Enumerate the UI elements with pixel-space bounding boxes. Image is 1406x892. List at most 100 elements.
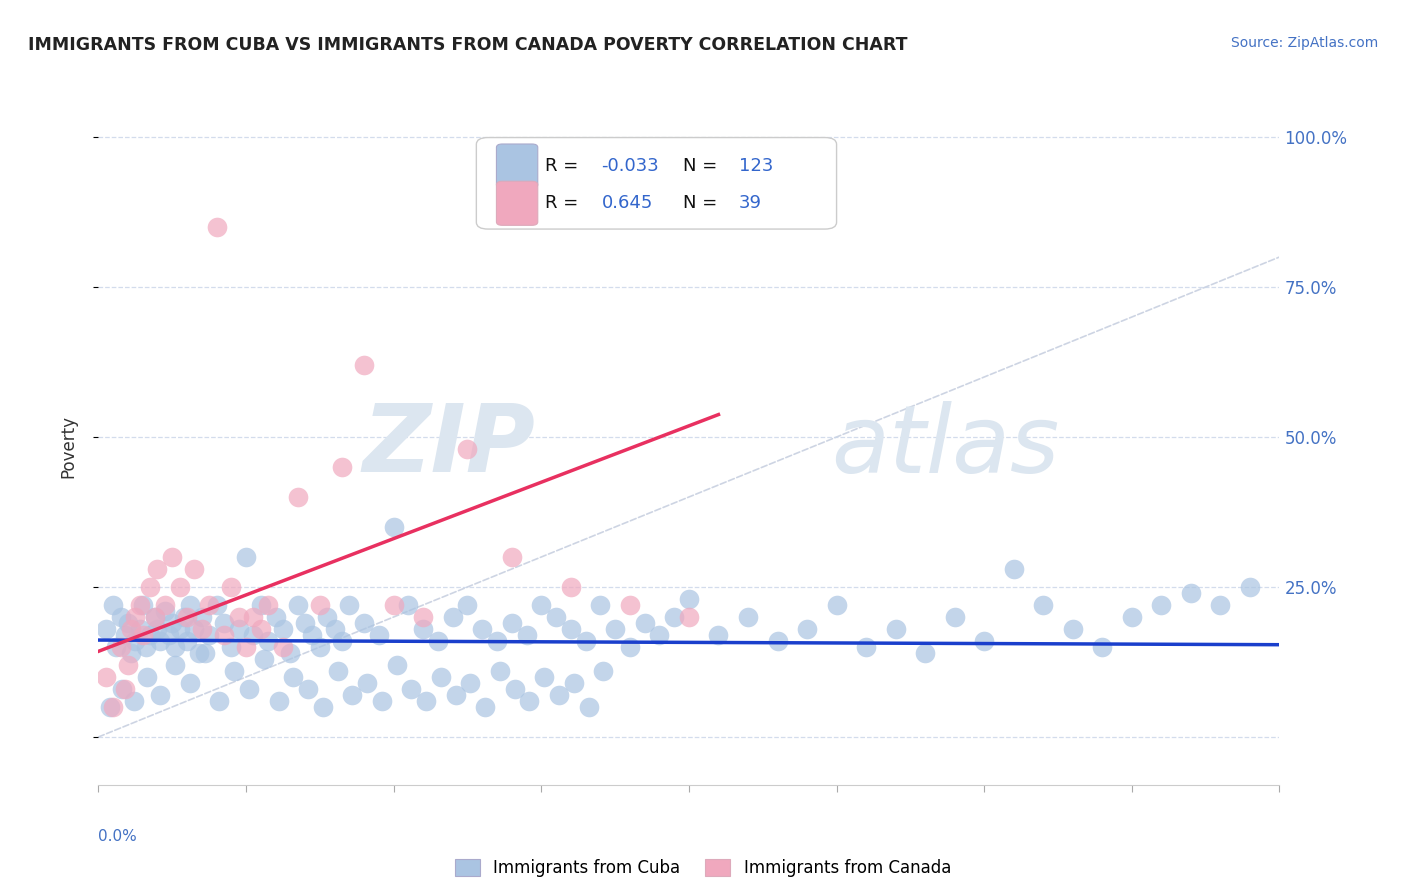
Point: [707, 628, 730, 642]
Point: [1239, 580, 1261, 594]
Point: [678, 610, 700, 624]
Point: [238, 681, 260, 696]
Point: [165, 657, 187, 672]
Text: IMMIGRANTS FROM CUBA VS IMMIGRANTS FROM CANADA POVERTY CORRELATION CHART: IMMIGRANTS FROM CUBA VS IMMIGRANTS FROM …: [28, 36, 908, 54]
Point: [120, 622, 142, 636]
Point: [257, 634, 280, 648]
Point: [560, 622, 582, 636]
Point: [382, 598, 405, 612]
Point: [271, 622, 294, 636]
Point: [316, 610, 339, 624]
Point: [973, 634, 995, 648]
Point: [114, 628, 136, 642]
Point: [228, 622, 250, 636]
Point: [98, 700, 121, 714]
Point: [412, 610, 434, 624]
Point: [114, 681, 136, 696]
Point: [855, 640, 877, 654]
Point: [122, 694, 145, 708]
Point: [501, 549, 523, 564]
Point: [224, 664, 246, 678]
Text: ZIP: ZIP: [363, 400, 536, 492]
Point: [619, 640, 641, 654]
Point: [179, 598, 201, 612]
Point: [648, 628, 671, 642]
Text: R =: R =: [546, 194, 583, 212]
Point: [330, 460, 353, 475]
Point: [139, 628, 162, 642]
Point: [796, 622, 818, 636]
Point: [519, 694, 541, 708]
Point: [1062, 622, 1084, 636]
Point: [737, 610, 759, 624]
FancyBboxPatch shape: [477, 137, 837, 229]
Point: [221, 640, 243, 654]
Point: [162, 615, 183, 630]
Point: [143, 610, 166, 624]
Point: [105, 640, 128, 654]
Point: [117, 615, 139, 630]
Point: [250, 598, 273, 612]
Point: [678, 592, 700, 607]
Point: [287, 490, 309, 504]
Text: R =: R =: [546, 157, 583, 175]
Legend: Immigrants from Cuba, Immigrants from Canada: Immigrants from Cuba, Immigrants from Ca…: [449, 852, 957, 884]
Point: [169, 622, 191, 636]
Point: [353, 615, 375, 630]
Point: [766, 634, 789, 648]
Point: [323, 622, 346, 636]
Point: [1032, 598, 1054, 612]
Point: [530, 598, 553, 612]
Text: 123: 123: [738, 157, 773, 175]
Point: [146, 622, 169, 636]
Point: [578, 700, 600, 714]
FancyBboxPatch shape: [496, 144, 537, 188]
Point: [301, 628, 323, 642]
Point: [884, 622, 907, 636]
Point: [135, 640, 157, 654]
Point: [198, 628, 221, 642]
Point: [149, 634, 172, 648]
Point: [516, 628, 538, 642]
Point: [194, 646, 217, 660]
Point: [412, 622, 434, 636]
Point: [124, 610, 146, 624]
Point: [575, 634, 598, 648]
Point: [427, 634, 450, 648]
Point: [501, 615, 523, 630]
Point: [457, 442, 479, 456]
Point: [664, 610, 686, 624]
Point: [153, 604, 176, 618]
Point: [312, 700, 335, 714]
Point: [132, 598, 155, 612]
Point: [533, 670, 555, 684]
Point: [162, 549, 183, 564]
Point: [592, 664, 614, 678]
Point: [250, 622, 273, 636]
Y-axis label: Poverty: Poverty: [59, 415, 77, 477]
Point: [471, 622, 494, 636]
Point: [110, 640, 132, 654]
Point: [198, 598, 221, 612]
Point: [353, 358, 375, 372]
Point: [173, 610, 195, 624]
Point: [208, 694, 231, 708]
Point: [94, 622, 117, 636]
Point: [157, 628, 180, 642]
Text: atlas: atlas: [831, 401, 1059, 491]
Point: [124, 634, 146, 648]
Point: [356, 676, 378, 690]
Point: [139, 580, 162, 594]
Point: [183, 622, 205, 636]
Point: [212, 615, 235, 630]
Point: [619, 598, 641, 612]
Point: [136, 670, 159, 684]
Point: [605, 622, 627, 636]
Point: [205, 598, 228, 612]
Point: [149, 688, 172, 702]
Point: [242, 628, 264, 642]
Point: [287, 598, 309, 612]
Point: [368, 628, 391, 642]
Point: [943, 610, 966, 624]
Point: [371, 694, 394, 708]
